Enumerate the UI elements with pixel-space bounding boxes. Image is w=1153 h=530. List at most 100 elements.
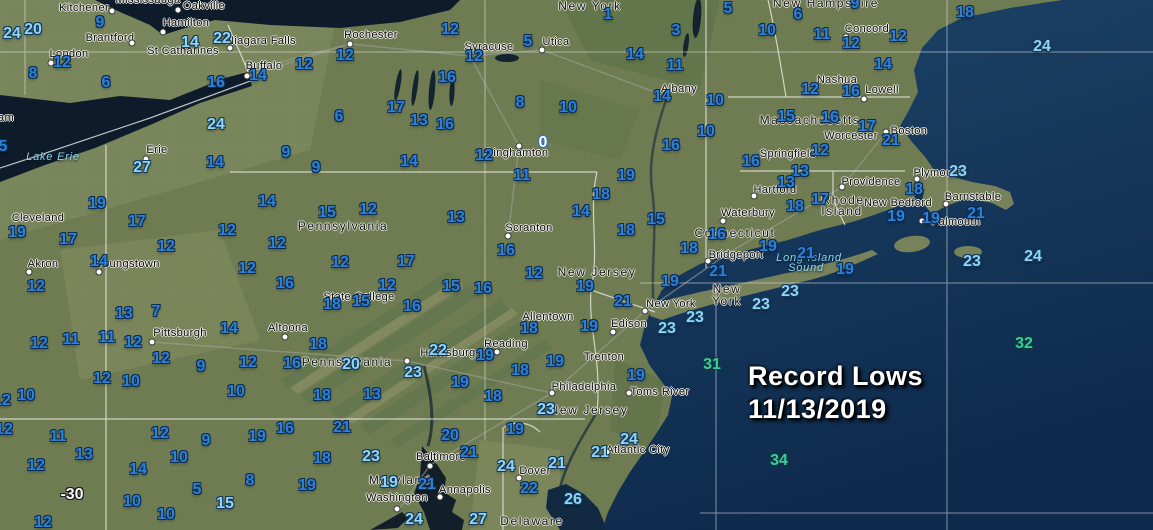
city-marker <box>750 192 758 200</box>
city-marker <box>108 7 116 15</box>
temp-station: 16 <box>438 69 456 86</box>
temp-station: 19 <box>248 428 266 445</box>
temp-station: 18 <box>511 362 529 379</box>
temp-station: 15 <box>352 293 370 310</box>
city-marker <box>493 348 501 356</box>
city-marker <box>142 155 150 163</box>
city-label: Annapolis <box>439 484 491 496</box>
temp-station: 14 <box>90 253 108 270</box>
temp-station: 12 <box>475 147 493 164</box>
temp-station: 12 <box>378 277 396 294</box>
temp-station: 23 <box>537 401 555 418</box>
city-marker <box>548 389 556 397</box>
temp-station: 16 <box>283 355 301 372</box>
city-marker <box>226 44 234 52</box>
temp-station: 19 <box>476 347 494 364</box>
temp-station: 10 <box>697 123 715 140</box>
temp-station: 18 <box>680 240 698 257</box>
temp-station: 10 <box>227 383 245 400</box>
region-label: New <box>712 282 742 296</box>
temp-station: 13 <box>75 446 93 463</box>
city-label: Edison <box>610 318 648 330</box>
map-caption: Record Lows 11/13/2019 <box>748 360 923 426</box>
region-label: New Jersey <box>557 265 637 279</box>
temp-station: 23 <box>949 163 967 180</box>
temp-station: 18 <box>592 186 610 203</box>
city-marker <box>25 268 33 276</box>
city-marker <box>538 46 546 54</box>
city-label: Lowell <box>865 84 899 96</box>
temp-station: 22 <box>520 480 538 497</box>
temp-station: 16 <box>276 275 294 292</box>
temp-station: 12 <box>295 56 313 73</box>
water-label: Sound <box>788 262 824 274</box>
temp-station: 20 <box>342 356 360 373</box>
city-marker <box>466 52 474 60</box>
city-label: Waterbury <box>721 207 775 219</box>
region-label: New York <box>558 0 622 13</box>
temp-station: 13 <box>791 163 809 180</box>
temp-station: 13 <box>363 386 381 403</box>
city-label: Providence <box>841 176 901 188</box>
city-label: Washington <box>366 492 428 504</box>
temp-station: 12 <box>124 334 142 351</box>
temp-station: 24 <box>1024 248 1042 265</box>
temp-station: 14 <box>572 203 590 220</box>
region-label: New Jersey <box>549 403 629 417</box>
temp-station: 9 <box>850 0 860 12</box>
temp-station: 9 <box>281 144 291 161</box>
city-label: Trenton <box>583 351 625 363</box>
temp-station: 18 <box>309 336 327 353</box>
temp-station: 10 <box>758 22 776 39</box>
temp-station: 16 <box>207 74 225 91</box>
city-label: Pittsburgh <box>153 327 207 339</box>
temp-station: 19 <box>88 195 106 212</box>
temp-station: 5 <box>192 481 202 498</box>
temp-station: 24 <box>497 458 515 475</box>
region-label: York <box>712 294 742 308</box>
city-label: Plymouth <box>913 167 963 179</box>
temp-station: 11 <box>98 329 116 346</box>
city-marker <box>625 389 633 397</box>
temp-station: 7 <box>151 303 161 320</box>
city-label: St Catharines <box>147 45 219 57</box>
city-label: Atlantic City <box>606 444 670 456</box>
city-marker <box>515 474 523 482</box>
temp-station: 1 <box>603 6 613 23</box>
temp-station: 18 <box>520 320 538 337</box>
temp-station: 19 <box>887 208 905 225</box>
temp-station: 23 <box>686 309 704 326</box>
city-marker <box>174 6 182 14</box>
city-label: Worcester <box>824 130 878 142</box>
temp-station: 19 <box>922 210 940 227</box>
city-marker <box>719 217 727 225</box>
temp-station: 10 <box>170 449 188 466</box>
temp-station: 19 <box>546 353 564 370</box>
city-label: Brantford <box>85 32 135 44</box>
temp-station: 24 <box>207 116 225 133</box>
city-label: Allentown <box>522 311 574 323</box>
temp-station: 10 <box>559 99 577 116</box>
temp-station: 8 <box>28 65 38 82</box>
city-label: Nashua <box>816 74 858 86</box>
temp-station: 12 <box>842 35 860 52</box>
caption-date: 11/13/2019 <box>748 394 887 424</box>
temp-station: 12 <box>331 254 349 271</box>
city-label: Youngstown <box>96 258 160 270</box>
region-label: Island <box>821 204 863 218</box>
temp-station: 26 <box>564 491 582 508</box>
temp-station: 24 <box>1033 38 1051 55</box>
temp-station: 13 <box>777 174 795 191</box>
temp-station: 14 <box>220 320 238 337</box>
temp-station: 10 <box>706 92 724 109</box>
temp-station: 14 <box>258 193 276 210</box>
temp-station: 21 <box>548 455 566 472</box>
temp-station: 19 <box>451 374 469 391</box>
city-marker <box>842 33 850 41</box>
temp-station: 18 <box>905 181 923 198</box>
city-marker <box>609 328 617 336</box>
temp-station: 12 <box>157 238 175 255</box>
